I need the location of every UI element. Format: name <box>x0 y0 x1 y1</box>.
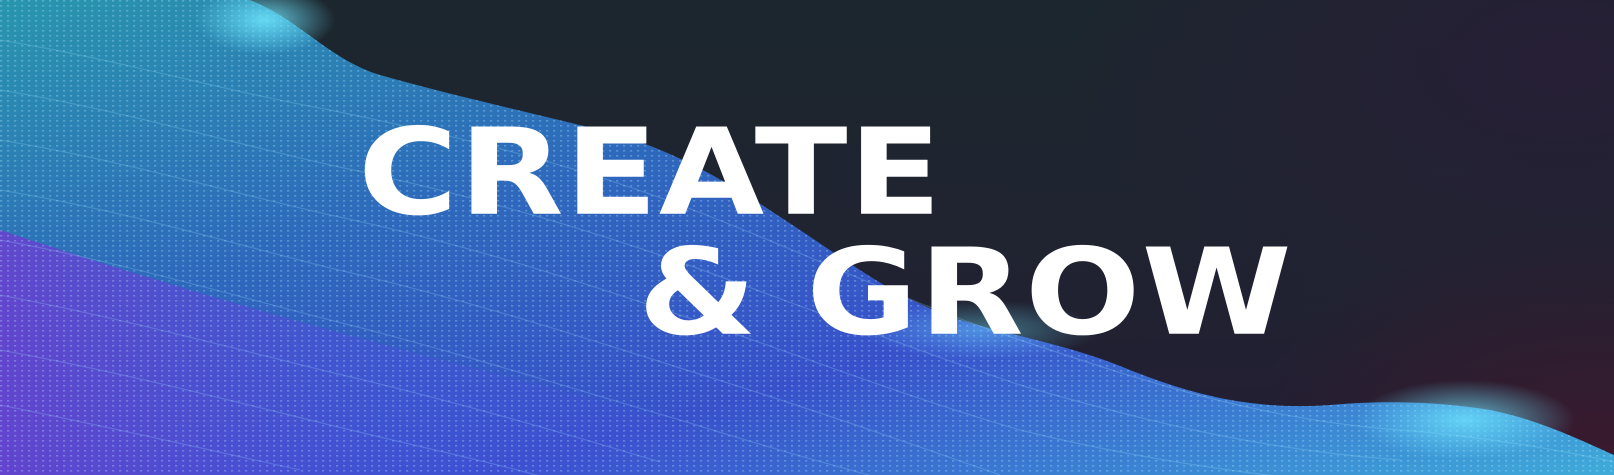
cyan-highlight-mid <box>860 300 1100 360</box>
headline-line-grow: & GROW <box>638 222 1293 363</box>
cyan-highlight-right <box>1355 380 1575 460</box>
headline-line-create: CREATE <box>358 102 943 243</box>
cyan-highlight-top <box>195 0 335 55</box>
